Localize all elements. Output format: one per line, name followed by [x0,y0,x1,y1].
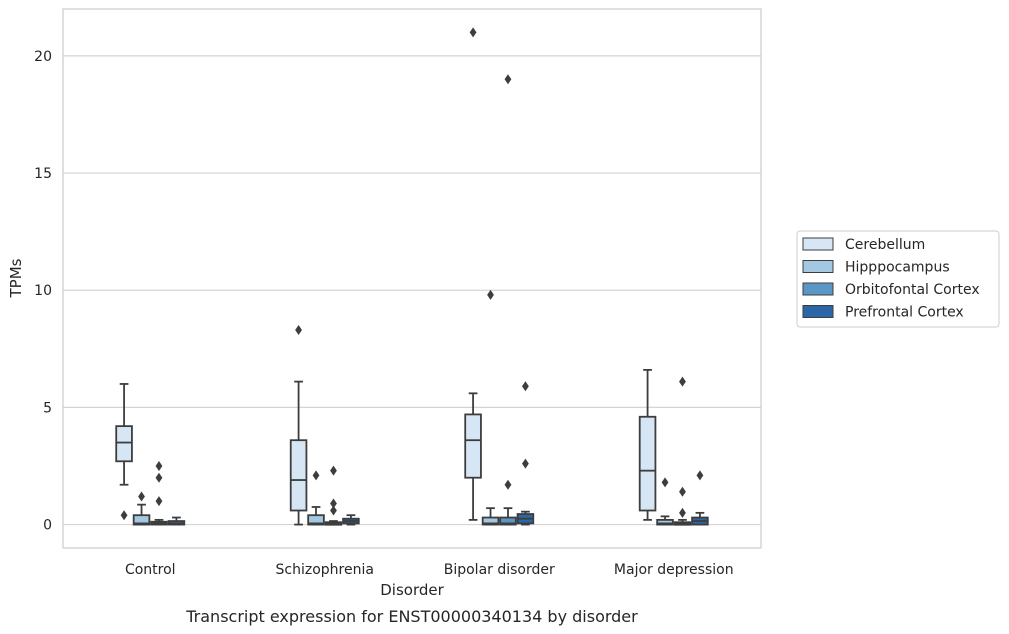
legend-item: Hipppocampus [802,260,950,276]
outlier-point [155,472,163,483]
legend-label: Cerebellum [845,237,925,253]
outlier-point [696,470,704,481]
legend-swatch [802,237,834,251]
box-plot [656,477,674,526]
box-iqr [132,514,151,526]
box-iqr [481,516,500,526]
outlier-point [679,507,686,518]
y-axis-ticks: 0 5 10 15 20 [34,49,52,534]
plot-frame [62,8,762,549]
outlier-point [679,486,686,497]
x-axis-ticks: Control Schizophrenia Bipolar disorder Majo… [125,562,734,578]
box-iqr [499,516,517,526]
y-tick-label: 5 [43,400,52,416]
box-iqr [115,425,133,463]
outlier-point [295,325,302,336]
outlier-point [661,477,669,488]
box-plot [691,470,709,526]
box-plot [115,383,133,521]
outlier-point [138,491,145,502]
outlier-point [312,470,320,481]
legend-item: Orbitofontal Cortex [802,282,980,298]
legend-label: Orbitofontal Cortex [845,282,980,298]
box-iqr [656,518,674,526]
outlier-point [487,289,494,300]
box-plot [324,465,343,526]
chart-caption: Transcript expression for ENST0000034013… [185,607,638,626]
outlier-point [155,496,163,507]
outlier-point [679,376,686,387]
box-plot [481,289,500,526]
outlier-point [120,510,128,521]
box-plot [516,381,535,526]
gridlines [63,55,761,526]
y-tick-label: 15 [34,166,52,182]
legend: Cerebellum Hipppocampus Orbitofontal Corte… [796,230,1000,328]
x-tick-label: Schizophrenia [276,562,374,578]
box-plot [673,376,692,526]
x-tick-label: Major depression [614,562,734,578]
box-plot [150,460,168,526]
box-plot [167,516,186,526]
outlier-point [330,465,337,476]
x-tick-label: Bipolar disorder [444,562,555,578]
legend-label: Prefrontal Cortex [845,305,964,321]
x-tick-label: Control [125,562,176,578]
box-plots [115,27,709,526]
y-tick-label: 20 [34,49,52,65]
outlier-point [330,498,337,509]
box-plot [289,325,308,526]
outlier-point [504,74,512,85]
box-plot [638,368,657,521]
box-iqr [307,514,325,526]
y-tick-label: 0 [43,518,52,534]
legend-swatch [802,260,834,273]
legend-item: Prefrontal Cortex [802,305,964,321]
outlier-point [330,505,337,516]
legend-item: Cerebellum [802,237,925,253]
y-tick-label: 10 [34,283,52,299]
x-axis-title: Disorder [380,581,444,599]
outlier-point [469,27,477,38]
box-plot [342,514,360,526]
box-plot [499,74,517,526]
legend-label: Hipppocampus [845,260,950,276]
box-iqr [464,413,482,479]
box-plot [132,491,151,526]
outlier-point [522,381,529,392]
outlier-point [504,479,512,490]
legend-swatch [802,305,834,318]
box-plot [307,470,325,526]
legend-swatch [802,282,834,296]
box-iqr [638,415,657,512]
legend-frame [796,230,1000,328]
box-iqr [289,439,308,512]
outlier-point [155,460,163,471]
y-axis-title: TPMs [7,258,25,298]
box-plot [464,27,482,521]
outlier-point [522,458,529,469]
